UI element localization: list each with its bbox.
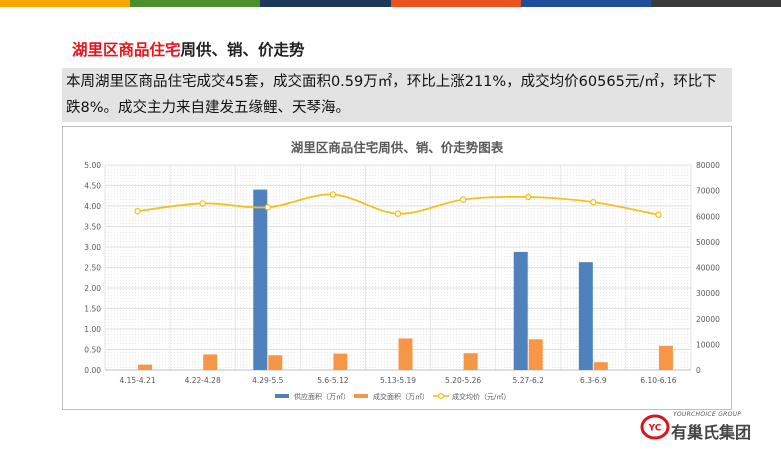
line-point-avg-price bbox=[459, 196, 467, 203]
left-axis-tick: 4.00 bbox=[84, 202, 101, 211]
x-axis-tick: 4.22-4.28 bbox=[185, 376, 221, 385]
summary-text: 本周湖里区商品住宅成交45套，成交面积0.59万㎡，环比上涨211%，成交均价6… bbox=[62, 68, 732, 122]
legend-label: 成交均价（元/㎡） bbox=[452, 392, 510, 401]
bar-supply-area bbox=[253, 189, 268, 370]
right-axis-tick: 70000 bbox=[696, 187, 720, 196]
legend-label: 成交面积（万㎡） bbox=[373, 392, 429, 401]
line-point-avg-price bbox=[264, 204, 272, 211]
line-point-avg-price bbox=[590, 198, 597, 206]
x-axis-tick: 5.6-5.12 bbox=[317, 376, 349, 385]
bar-sold-area bbox=[528, 339, 543, 370]
combo-chart: 湖里区商品住宅周供、销、价走势图表 0.00 0.50 1.00 1.50 2.00 2.… bbox=[84, 140, 720, 401]
x-axis-tick: 6.3-6.9 bbox=[580, 376, 607, 385]
chart-title: 湖里区商品住宅周供、销、价走势图表 bbox=[291, 140, 504, 155]
right-axis-tick: 30000 bbox=[696, 289, 720, 298]
company-logo: YC YOURCHOICE GROUP 有巢氏集团 bbox=[640, 410, 760, 442]
left-axis-tick: 5.00 bbox=[84, 161, 101, 170]
left-axis-tick: 3.50 bbox=[84, 223, 101, 232]
bar-sold-area bbox=[658, 345, 673, 370]
color-segment-5 bbox=[520, 0, 651, 7]
chart-container: 湖里区商品住宅周供、销、价走势图表 0.00 0.50 1.00 1.50 2.00 2.… bbox=[62, 126, 732, 410]
left-axis-tick: 0.50 bbox=[84, 346, 101, 355]
right-axis-tick: 60000 bbox=[696, 212, 720, 221]
bar-sold-area bbox=[398, 338, 413, 370]
x-axis-tick: 5.13-5.19 bbox=[380, 376, 416, 385]
x-axis-tick: 4.15-4.21 bbox=[120, 376, 156, 385]
line-point-avg-price bbox=[655, 211, 662, 219]
color-segment-2 bbox=[130, 0, 261, 7]
line-point-avg-price bbox=[329, 191, 337, 198]
color-segment-6 bbox=[650, 0, 781, 7]
right-axis-tick: 0 bbox=[696, 366, 701, 375]
bar-sold-area bbox=[593, 362, 608, 370]
left-axis-tick: 1.50 bbox=[84, 305, 101, 314]
legend-marker bbox=[438, 393, 445, 400]
bar-supply-area bbox=[578, 262, 593, 370]
logo-english-text: YOURCHOICE GROUP bbox=[673, 411, 742, 418]
x-axis-tick: 6.10-6.16 bbox=[640, 376, 676, 385]
page-title-rest: 周供、销、价走势 bbox=[180, 41, 305, 59]
line-point-avg-price bbox=[524, 193, 532, 201]
legend-swatch bbox=[354, 394, 368, 398]
top-color-bar bbox=[0, 0, 781, 7]
chart-legend: 供应面积（万㎡） 成交面积（万㎡） 成交均价（元/㎡） bbox=[275, 392, 510, 401]
left-axis-tick: 2.00 bbox=[84, 284, 101, 293]
x-axis-tick: 4.29-5.5 bbox=[252, 376, 284, 385]
bar-sold-area bbox=[268, 355, 283, 370]
logo-emblem-icon: YC bbox=[640, 414, 670, 440]
bar-sold-area bbox=[138, 364, 153, 370]
bar-sold-area bbox=[203, 354, 218, 370]
left-axis-tick: 0.00 bbox=[84, 366, 101, 375]
right-axis-tick: 40000 bbox=[696, 264, 720, 273]
left-axis-tick: 1.00 bbox=[84, 325, 101, 334]
right-axis-tick: 10000 bbox=[696, 340, 720, 349]
x-axis-tick: 5.27-6.2 bbox=[513, 376, 545, 385]
legend-swatch bbox=[275, 394, 289, 398]
page-title: 湖里区商品住宅周供、销、价走势 bbox=[72, 38, 305, 60]
right-axis-tick: 50000 bbox=[696, 238, 720, 247]
bar-sold-area bbox=[463, 353, 478, 370]
logo-badge: YC bbox=[648, 424, 662, 434]
bar-supply-area bbox=[513, 251, 528, 370]
legend-label: 供应面积（万㎡） bbox=[294, 392, 350, 401]
line-point-avg-price bbox=[394, 210, 402, 217]
color-segment-3 bbox=[260, 0, 391, 7]
logo-chinese-text: 有巢氏集团 bbox=[671, 423, 752, 442]
left-axis-tick: 2.50 bbox=[84, 264, 101, 273]
left-axis-tick: 4.50 bbox=[84, 182, 101, 191]
line-point-avg-price bbox=[199, 200, 206, 207]
right-axis-tick: 80000 bbox=[696, 161, 720, 170]
right-axis-tick: 20000 bbox=[696, 315, 720, 324]
page-title-highlight: 湖里区商品住宅 bbox=[72, 41, 181, 59]
x-axis-tick: 5.20-5.26 bbox=[445, 376, 481, 385]
color-segment-4 bbox=[390, 0, 521, 7]
line-point-avg-price bbox=[134, 207, 141, 215]
bar-sold-area bbox=[333, 353, 348, 370]
color-segment-1 bbox=[0, 0, 131, 7]
left-axis-tick: 3.00 bbox=[84, 243, 101, 252]
